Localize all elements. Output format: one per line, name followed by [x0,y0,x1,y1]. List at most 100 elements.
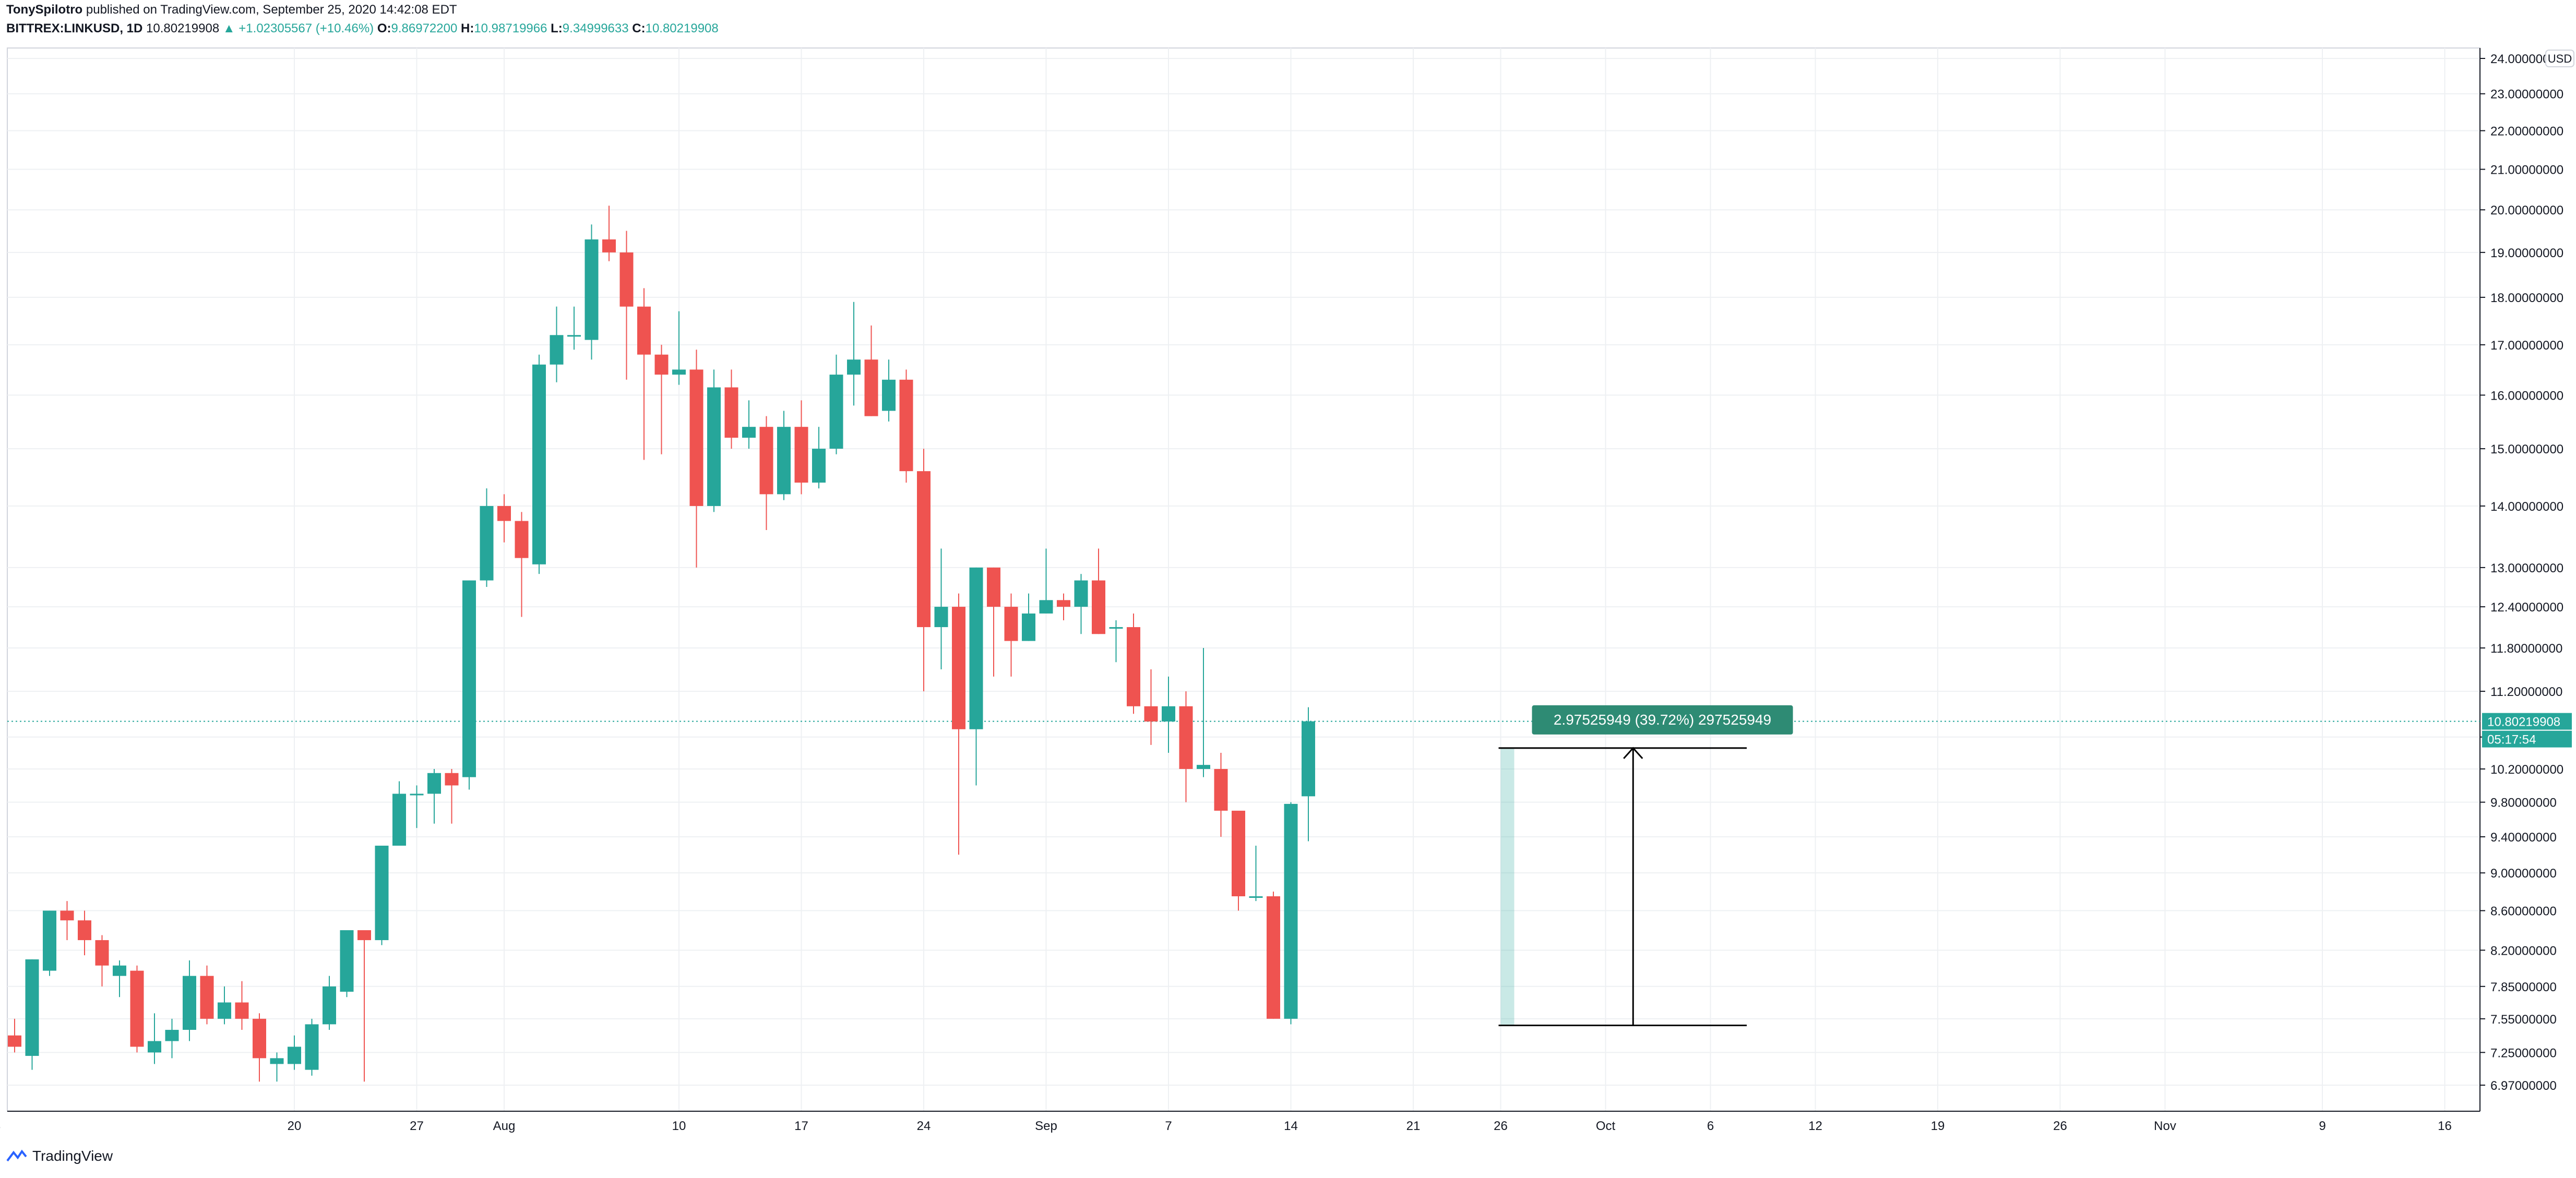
candle-body[interactable] [1162,706,1175,722]
symbol-name[interactable]: BITTREX:LINKUSD, 1D [6,21,143,35]
candle-body[interactable] [1232,810,1245,897]
currency-badge[interactable] [2545,50,2574,67]
candle-body[interactable] [864,359,878,416]
candle-body[interactable] [882,379,896,411]
measure-label-box[interactable] [1532,705,1793,735]
candle-body[interactable] [532,364,546,564]
publisher-name[interactable]: TonySpilotro [6,3,83,17]
open-label: O: [377,21,391,35]
plot-area[interactable] [7,47,2480,1112]
candle-body[interactable] [1074,580,1088,607]
candle-body[interactable] [218,1002,231,1019]
candle-body[interactable] [987,567,1000,607]
last-price-tag [2482,713,2572,730]
price-axis-label: 7.25000000 [2490,1046,2557,1060]
candle-body[interactable] [1022,613,1035,641]
price-axis-label: 6.97000000 [2490,1079,2557,1093]
candle-body[interactable] [253,1018,266,1059]
candle-body[interactable] [183,976,196,1030]
candle-body[interactable] [637,306,651,355]
candle-body[interactable] [1284,803,1298,1019]
candle-body[interactable] [392,794,406,846]
candle-body[interactable] [235,1002,249,1019]
candle-body[interactable] [724,387,738,438]
candle-body[interactable] [567,335,581,337]
candle-body[interactable] [899,379,913,472]
candle-body[interactable] [1127,627,1140,706]
footer-brand: TradingView [32,1148,113,1164]
candle-body[interactable] [707,387,721,506]
candle-body[interactable] [742,427,756,438]
candle-body[interactable] [847,359,861,375]
candle-body[interactable] [812,449,826,483]
candle-body[interactable] [550,335,564,365]
time-axis-label: 10 [672,1119,686,1133]
candle-body[interactable] [340,930,354,992]
candle-body[interactable] [1092,580,1105,634]
candle-body[interactable] [1302,721,1315,797]
candle-body[interactable] [794,427,808,483]
candle-body[interactable] [672,369,686,375]
candle-body[interactable] [654,354,669,375]
candle-body[interactable] [515,521,529,558]
candle-body[interactable] [410,794,424,796]
change-arrow-icon: ▲ [222,21,235,35]
candle-body[interactable] [969,567,983,729]
candle-body[interactable] [777,427,791,495]
candle-body[interactable] [1249,896,1263,898]
candle-body[interactable] [375,845,389,941]
candle-body[interactable] [357,930,371,941]
candle-body[interactable] [829,375,843,449]
price-axis-label: 11.20000000 [2490,685,2562,699]
candle-body[interactable] [1267,896,1280,1019]
candle-body[interactable] [1179,706,1193,769]
countdown-tag [2482,730,2572,748]
tradingview-logo[interactable]: TradingView [6,1148,113,1164]
time-axis-label: 19 [1931,1119,1945,1133]
candle-body[interactable] [43,910,56,971]
candle-body[interactable] [619,252,634,307]
price-axis-label: 23.00000000 [2490,88,2563,102]
candle-body[interactable] [130,970,144,1047]
candle-body[interactable] [270,1058,284,1064]
candle-body[interactable] [288,1047,301,1064]
candle-body[interactable] [1214,768,1228,811]
candle-body[interactable] [462,580,476,777]
candle-body[interactable] [917,471,931,628]
candle-body[interactable] [1039,600,1053,614]
candle-body[interactable] [165,1030,179,1041]
candle-body[interactable] [1109,627,1123,629]
time-axis-label: 21 [1406,1119,1421,1133]
time-axis-label: 17 [794,1119,808,1133]
candle-body[interactable] [1004,607,1018,641]
time-axis-label: 16 [2438,1119,2452,1133]
candle-body[interactable] [497,506,511,521]
high-value: 10.98719966 [474,21,547,35]
candle-body[interactable] [148,1041,161,1053]
candle-body[interactable] [585,239,599,340]
candle-body[interactable] [1144,706,1158,722]
candle-body[interactable] [427,773,441,794]
candle-body[interactable] [480,506,494,581]
candle-body[interactable] [759,427,773,495]
candle-body[interactable] [60,910,74,921]
candle-body[interactable] [200,976,214,1019]
candle-body[interactable] [445,773,459,786]
time-axis-label: Nov [2154,1119,2176,1133]
candle-body[interactable] [8,1035,21,1047]
candle-body[interactable] [113,965,126,976]
candle-body[interactable] [323,986,336,1025]
candle-body[interactable] [602,239,616,253]
candle-body[interactable] [934,607,948,628]
price-axis-label: 8.20000000 [2490,944,2557,958]
candle-body[interactable] [1057,600,1070,607]
candle-body[interactable] [305,1024,319,1070]
candle-body[interactable] [689,369,703,506]
candle-body[interactable] [95,940,109,966]
candle-body[interactable] [78,920,91,941]
candle-body[interactable] [952,607,965,729]
candle-body[interactable] [1197,765,1210,769]
close-label: C: [632,21,646,35]
candle-body[interactable] [25,959,39,1056]
